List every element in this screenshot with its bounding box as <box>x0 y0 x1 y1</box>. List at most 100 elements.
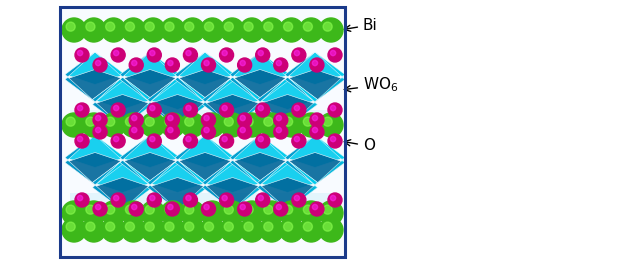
Circle shape <box>66 205 75 214</box>
Polygon shape <box>175 135 235 167</box>
Circle shape <box>299 218 323 242</box>
Circle shape <box>186 105 191 111</box>
Polygon shape <box>122 77 153 127</box>
Circle shape <box>165 113 179 127</box>
Polygon shape <box>285 69 345 102</box>
Circle shape <box>96 204 101 210</box>
Circle shape <box>129 58 143 72</box>
Circle shape <box>129 125 143 139</box>
Circle shape <box>219 134 233 148</box>
Circle shape <box>258 105 263 111</box>
Circle shape <box>121 218 145 242</box>
Circle shape <box>258 50 263 56</box>
Circle shape <box>319 113 343 137</box>
Circle shape <box>86 117 95 126</box>
Polygon shape <box>230 135 290 167</box>
Circle shape <box>183 134 197 148</box>
Circle shape <box>274 202 288 216</box>
Circle shape <box>111 103 125 117</box>
Circle shape <box>202 58 216 72</box>
Circle shape <box>93 125 107 139</box>
Circle shape <box>86 222 95 231</box>
Circle shape <box>129 202 143 216</box>
Circle shape <box>258 136 263 142</box>
Circle shape <box>150 50 155 56</box>
Circle shape <box>132 204 137 210</box>
Polygon shape <box>257 77 318 109</box>
Polygon shape <box>287 77 318 127</box>
Circle shape <box>220 201 244 225</box>
Circle shape <box>168 60 173 66</box>
Polygon shape <box>150 135 180 185</box>
Polygon shape <box>205 135 235 185</box>
Circle shape <box>238 202 252 216</box>
Polygon shape <box>120 69 180 102</box>
Polygon shape <box>178 77 207 127</box>
Circle shape <box>168 204 173 210</box>
Circle shape <box>75 103 89 117</box>
Polygon shape <box>65 135 125 167</box>
Circle shape <box>77 136 82 142</box>
Polygon shape <box>285 135 315 185</box>
Circle shape <box>113 105 119 111</box>
Circle shape <box>62 113 86 137</box>
Circle shape <box>147 48 161 62</box>
Circle shape <box>323 222 332 231</box>
Circle shape <box>202 125 216 139</box>
Circle shape <box>161 113 185 137</box>
Circle shape <box>200 18 224 42</box>
Circle shape <box>150 195 155 201</box>
Circle shape <box>96 127 101 133</box>
Circle shape <box>113 136 119 142</box>
Circle shape <box>129 113 143 127</box>
Circle shape <box>276 127 281 133</box>
Polygon shape <box>230 69 290 102</box>
Circle shape <box>77 195 82 201</box>
Circle shape <box>240 204 245 210</box>
Polygon shape <box>285 52 345 85</box>
Circle shape <box>238 113 252 127</box>
Circle shape <box>75 48 89 62</box>
Circle shape <box>222 195 227 201</box>
Polygon shape <box>257 160 318 192</box>
Circle shape <box>292 134 306 148</box>
Circle shape <box>202 113 216 127</box>
Polygon shape <box>120 52 150 102</box>
Circle shape <box>283 205 293 214</box>
Circle shape <box>111 193 125 207</box>
Circle shape <box>132 60 137 66</box>
Polygon shape <box>120 135 180 167</box>
Circle shape <box>204 22 214 31</box>
Circle shape <box>219 193 233 207</box>
Circle shape <box>222 105 227 111</box>
Circle shape <box>328 103 342 117</box>
Circle shape <box>240 127 245 133</box>
Circle shape <box>303 205 313 214</box>
Circle shape <box>238 58 252 72</box>
Circle shape <box>165 202 179 216</box>
Circle shape <box>204 222 214 231</box>
Circle shape <box>244 22 253 31</box>
Polygon shape <box>65 69 125 102</box>
Polygon shape <box>202 160 262 192</box>
Circle shape <box>121 113 145 137</box>
Circle shape <box>264 117 273 126</box>
Circle shape <box>313 115 318 121</box>
Circle shape <box>258 195 263 201</box>
Circle shape <box>222 136 227 142</box>
Circle shape <box>181 218 205 242</box>
Circle shape <box>323 22 332 31</box>
Circle shape <box>96 115 101 121</box>
Circle shape <box>260 18 283 42</box>
Circle shape <box>220 113 244 137</box>
Circle shape <box>82 218 106 242</box>
Circle shape <box>280 18 304 42</box>
Circle shape <box>310 202 324 216</box>
Circle shape <box>66 117 75 126</box>
Circle shape <box>330 136 335 142</box>
Circle shape <box>132 127 137 133</box>
Circle shape <box>299 18 323 42</box>
Polygon shape <box>230 52 260 102</box>
Polygon shape <box>315 52 345 102</box>
Circle shape <box>202 202 216 216</box>
